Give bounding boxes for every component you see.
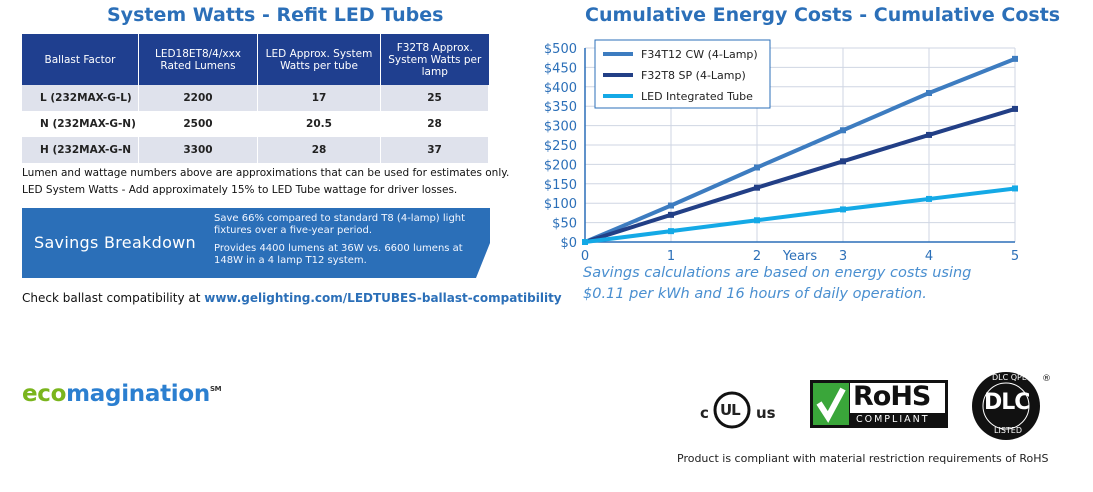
y-tick-label: $500	[544, 42, 577, 57]
rohs-compliance-note: Product is compliant with material restr…	[677, 452, 1049, 465]
data-point	[668, 228, 674, 235]
data-point	[840, 158, 846, 165]
y-tick-label: $450	[544, 61, 577, 76]
table-row: N (232MAX-G-N) 2500 20.5 28	[22, 111, 489, 137]
table-cell: 2500	[138, 111, 258, 137]
x-tick-label: 0	[581, 249, 589, 262]
data-point	[668, 202, 674, 209]
table-header-row: Ballast Factor LED18ET8/4/xxx Rated Lume…	[22, 34, 489, 85]
check-icon	[813, 383, 849, 425]
savings-paragraph: Provides 4400 lumens at 36W vs. 6600 lum…	[214, 243, 463, 266]
table-header: LED Approx. System Watts per tube	[257, 34, 381, 85]
compatibility-line: Check ballast compatibility at www.gelig…	[22, 291, 562, 305]
panel-notch	[476, 208, 490, 278]
energy-cost-chart: $0 $50 $100 $150 $200 $250 $300 $350 $400 $450 $50…	[544, 39, 1019, 262]
chart-series	[582, 55, 1018, 245]
estimate-note: Lumen and wattage numbers above are appr…	[22, 167, 510, 179]
table-cell: 17	[257, 85, 381, 111]
y-tick-label: $0	[560, 236, 577, 251]
legend-label: F34T12 CW (4-Lamp)	[641, 48, 758, 61]
data-point	[668, 211, 674, 218]
rohs-compliant-logo: RoHS COMPLIANT	[810, 380, 948, 428]
data-point	[754, 164, 760, 171]
table-row: L (232MAX-G-L) 2200 17 25	[22, 85, 489, 111]
data-point	[926, 90, 932, 97]
y-axis-ticks: $0 $50 $100 $150 $200 $250 $300 $350 $400 $450 $50…	[544, 42, 577, 251]
table-header: F32T8 Approx. System Watts per lamp	[380, 34, 489, 85]
data-point	[582, 239, 588, 245]
series-line	[584, 186, 1016, 244]
savings-breakdown-panel: Savings Breakdown Save 66% compared to s…	[22, 208, 490, 278]
table-cell: N (232MAX-G-N)	[22, 111, 139, 137]
caption-line: $0.11 per kWh and 16 hours of daily oper…	[583, 286, 927, 302]
y-tick-label: $200	[544, 158, 577, 173]
table-cell: 28	[380, 111, 489, 137]
x-tick-label: 3	[839, 249, 847, 262]
legend-label: F32T8 SP (4-Lamp)	[641, 69, 746, 82]
y-tick-label: $100	[544, 197, 577, 212]
dlc-listed-logo: DLC QPL DLC LISTED ®	[970, 370, 1052, 444]
x-tick-label: 2	[753, 249, 761, 262]
y-tick-label: $350	[544, 100, 577, 115]
x-axis-ticks: 0 1 2 3 4 5 Years	[581, 249, 1019, 262]
table-row: H (232MAX-G-N 3300 28 37	[22, 137, 489, 163]
y-tick-label: $400	[544, 81, 577, 96]
x-tick-label: 5	[1011, 249, 1019, 262]
table-cell: 2200	[138, 85, 258, 111]
data-point	[1012, 55, 1018, 62]
ecomagination-logo: ecomaginationSM	[22, 381, 222, 407]
series-line	[584, 107, 1016, 244]
chart-caption: Savings calculations are based on energy…	[583, 263, 971, 305]
driver-loss-note: LED System Watts - Add approximately 15%…	[22, 184, 458, 196]
table-header: Ballast Factor	[22, 34, 139, 85]
data-point	[754, 184, 760, 191]
data-point	[926, 195, 932, 202]
data-point	[754, 217, 760, 224]
data-point	[840, 127, 846, 134]
left-title: System Watts - Refit LED Tubes	[107, 4, 444, 26]
data-point	[1012, 185, 1018, 192]
table-header: LED18ET8/4/xxx Rated Lumens	[138, 34, 258, 85]
chart-legend: F34T12 CW (4-Lamp) F32T8 SP (4-Lamp) LED I…	[594, 39, 771, 109]
x-tick-label: 4	[925, 249, 933, 262]
ul-certification-logo: c UL us	[698, 386, 784, 432]
table-cell: 28	[257, 137, 381, 163]
table-cell: 20.5	[257, 111, 381, 137]
legend-label: LED Integrated Tube	[641, 90, 753, 103]
table-cell: 25	[380, 85, 489, 111]
series-line	[584, 57, 1016, 244]
savings-paragraph: Save 66% compared to standard T8 (4-lamp…	[214, 213, 466, 236]
chart-title: Cumulative Energy Costs - Cumulative Cos…	[585, 4, 1061, 26]
y-tick-label: $150	[544, 178, 577, 193]
data-point	[926, 131, 932, 138]
caption-line: Savings calculations are based on energy…	[583, 265, 972, 281]
compatibility-prefix: Check ballast compatibility at	[22, 291, 205, 305]
table-cell: L (232MAX-G-L)	[22, 85, 139, 111]
savings-title: Savings Breakdown	[34, 233, 196, 252]
y-tick-label: $50	[552, 217, 577, 232]
data-point	[1012, 105, 1018, 112]
savings-body: Save 66% compared to standard T8 (4-lamp…	[214, 213, 484, 273]
table-cell: H (232MAX-G-N	[22, 137, 139, 163]
x-axis-label: Years	[782, 249, 818, 262]
data-point	[840, 206, 846, 213]
compatibility-link[interactable]: www.gelighting.com/LEDTUBES-ballast-comp…	[204, 291, 562, 305]
table-cell: 3300	[138, 137, 258, 163]
chart-axes	[584, 48, 1015, 243]
spec-table: Ballast Factor LED18ET8/4/xxx Rated Lume…	[22, 34, 489, 163]
x-tick-label: 1	[667, 249, 675, 262]
table-cell: 37	[380, 137, 489, 163]
y-tick-label: $300	[544, 120, 577, 135]
y-tick-label: $250	[544, 139, 577, 154]
